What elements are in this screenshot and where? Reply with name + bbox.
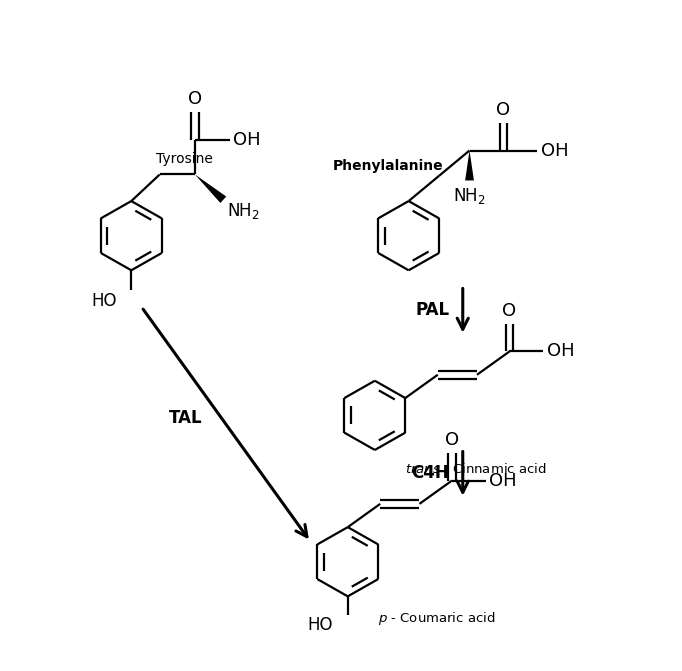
Text: $\mathit{p}$ - Coumaric acid: $\mathit{p}$ - Coumaric acid bbox=[379, 610, 496, 627]
Text: OH: OH bbox=[547, 342, 574, 360]
Text: TAL: TAL bbox=[168, 409, 203, 427]
Polygon shape bbox=[195, 174, 226, 203]
Text: OH: OH bbox=[233, 131, 261, 149]
Text: $\mathit{trans}$ - Cinnamic acid: $\mathit{trans}$ - Cinnamic acid bbox=[405, 462, 547, 476]
Text: OH: OH bbox=[541, 142, 568, 160]
Text: O: O bbox=[188, 90, 202, 108]
Text: O: O bbox=[496, 101, 510, 119]
Text: O: O bbox=[445, 431, 459, 449]
Text: Phenylalanine: Phenylalanine bbox=[333, 159, 444, 173]
Text: HO: HO bbox=[308, 617, 333, 634]
Text: PAL: PAL bbox=[415, 301, 449, 319]
Text: C4H: C4H bbox=[411, 464, 449, 482]
Text: HO: HO bbox=[91, 292, 117, 309]
Text: NH$_2$: NH$_2$ bbox=[226, 201, 259, 221]
Text: O: O bbox=[503, 301, 516, 319]
Text: Tyrosine: Tyrosine bbox=[156, 152, 213, 166]
Text: NH$_2$: NH$_2$ bbox=[453, 186, 486, 206]
Polygon shape bbox=[465, 150, 474, 180]
Text: OH: OH bbox=[489, 472, 517, 490]
